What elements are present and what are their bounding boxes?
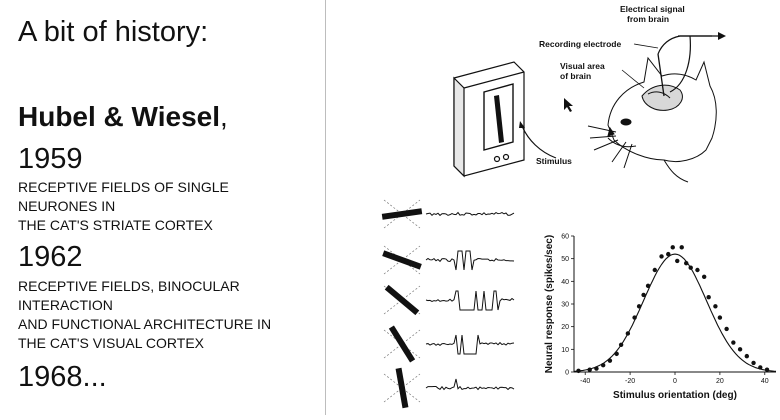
data-point: [666, 251, 671, 257]
y-tick-label: 0: [565, 370, 569, 377]
paper-title-1959: RECEPTIVE FIELDS OF SINGLE NEURONES IN T…: [18, 178, 323, 235]
title-line: RECEPTIVE FIELDS OF SINGLE: [18, 179, 229, 195]
text-panel: A bit of history: Hubel & Wiesel, 1959 R…: [0, 0, 325, 415]
stimulus-arrow: [521, 125, 557, 159]
spike-trace: [425, 290, 515, 311]
data-point: [717, 315, 723, 320]
oriented-bar: [381, 208, 423, 220]
data-point: [701, 274, 707, 279]
label-signal-2: from brain: [627, 14, 669, 24]
x-tick-label: 20: [716, 378, 724, 385]
y-tick-label: 60: [561, 234, 569, 241]
title-line: THE CAT'S STRIATE CORTEX: [18, 217, 213, 233]
title-line: RECEPTIVE FIELDS, BINOCULAR: [18, 278, 240, 294]
authors: Hubel & Wiesel,: [18, 99, 228, 135]
data-point: [636, 304, 642, 309]
oriented-bar: [395, 367, 409, 409]
year-1962: 1962: [18, 241, 83, 273]
label-signal: Electrical signal: [620, 4, 685, 14]
data-point: [641, 292, 646, 298]
data-point: [758, 365, 763, 370]
oriented-bar: [384, 284, 420, 316]
stimulus-screen: [453, 61, 525, 178]
spike-traces: [381, 199, 515, 409]
trace-row: [383, 367, 515, 409]
spike-trace: [425, 378, 515, 391]
data-point: [679, 245, 684, 250]
data-point: [706, 295, 711, 300]
year-1968: 1968...: [18, 361, 107, 393]
y-axis-label: Neural response (spikes/sec): [544, 235, 555, 373]
y-tick-label: 40: [561, 279, 569, 286]
trace-row: [381, 199, 515, 229]
data-point: [731, 340, 736, 345]
trace-row: [382, 245, 515, 275]
authors-comma: ,: [220, 101, 228, 132]
year-1959: 1959: [18, 143, 83, 175]
y-tick-label: 10: [561, 347, 569, 354]
data-point: [587, 367, 592, 372]
data-point: [695, 267, 700, 273]
label-stimulus: Stimulus: [536, 156, 572, 166]
data-point: [645, 283, 651, 289]
slide-heading: A bit of history:: [18, 16, 209, 48]
data-point: [713, 304, 718, 309]
data-point: [576, 368, 581, 374]
data-point: [625, 331, 631, 336]
x-tick-label: -20: [625, 378, 635, 385]
x-tick-label: 40: [761, 378, 769, 385]
cursor-icon: [564, 98, 573, 112]
label-visual-area: Visual area: [560, 61, 605, 71]
stimulus-bar: [494, 95, 504, 143]
data-point: [675, 258, 680, 264]
figure-panel: Electrical signal from brain Recording e…: [326, 0, 780, 415]
experiment-illustration: [453, 32, 726, 183]
panel-divider: [325, 0, 326, 415]
title-line: AND FUNCTIONAL ARCHITECTURE IN: [18, 316, 272, 332]
spike-trace: [425, 250, 515, 271]
data-point: [684, 261, 689, 266]
title-line: THE CAT'S VISUAL CORTEX: [18, 335, 205, 351]
data-point: [652, 267, 657, 273]
data-point: [737, 347, 743, 352]
trace-row: [383, 325, 515, 363]
data-point: [594, 366, 599, 371]
y-tick-label: 20: [561, 324, 569, 331]
authors-name: Hubel & Wiesel: [18, 101, 221, 132]
data-point: [614, 351, 619, 357]
data-point: [724, 326, 729, 332]
data-point: [764, 367, 770, 372]
title-line: NEURONES IN: [18, 198, 116, 214]
spike-trace: [425, 211, 515, 217]
figure-svg: Electrical signal from brain Recording e…: [381, 4, 777, 409]
label-electrode: Recording electrode: [539, 39, 621, 49]
data-point: [688, 265, 693, 270]
y-tick-label: 30: [561, 302, 569, 309]
spike-trace: [425, 334, 515, 355]
x-axis-label: Stimulus orientation (deg): [613, 390, 737, 401]
data-point: [600, 363, 606, 368]
data-point: [670, 245, 675, 250]
x-tick-label: -40: [580, 378, 590, 385]
cat-illustration: [587, 56, 717, 183]
tuning-curve-chart: -40 -20 0 20 40 0 10 20 30 40 50 60 Stimulus orienta…: [544, 234, 777, 401]
data-point: [744, 353, 750, 359]
paper-title-1962: RECEPTIVE FIELDS, BINOCULAR INTERACTION …: [18, 277, 323, 353]
data-point: [659, 254, 664, 259]
fit-curve: [573, 253, 777, 372]
y-tick-label: 50: [561, 256, 569, 263]
label-visual-area-2: of brain: [560, 71, 591, 81]
x-tick-label: 0: [673, 378, 677, 385]
oriented-bar: [382, 250, 422, 270]
data-point: [751, 360, 756, 366]
data-point: [632, 315, 637, 320]
data-point: [607, 358, 613, 363]
title-line: INTERACTION: [18, 297, 113, 313]
trace-row: [383, 284, 515, 316]
oriented-bar: [388, 325, 416, 363]
data-point: [618, 342, 624, 347]
